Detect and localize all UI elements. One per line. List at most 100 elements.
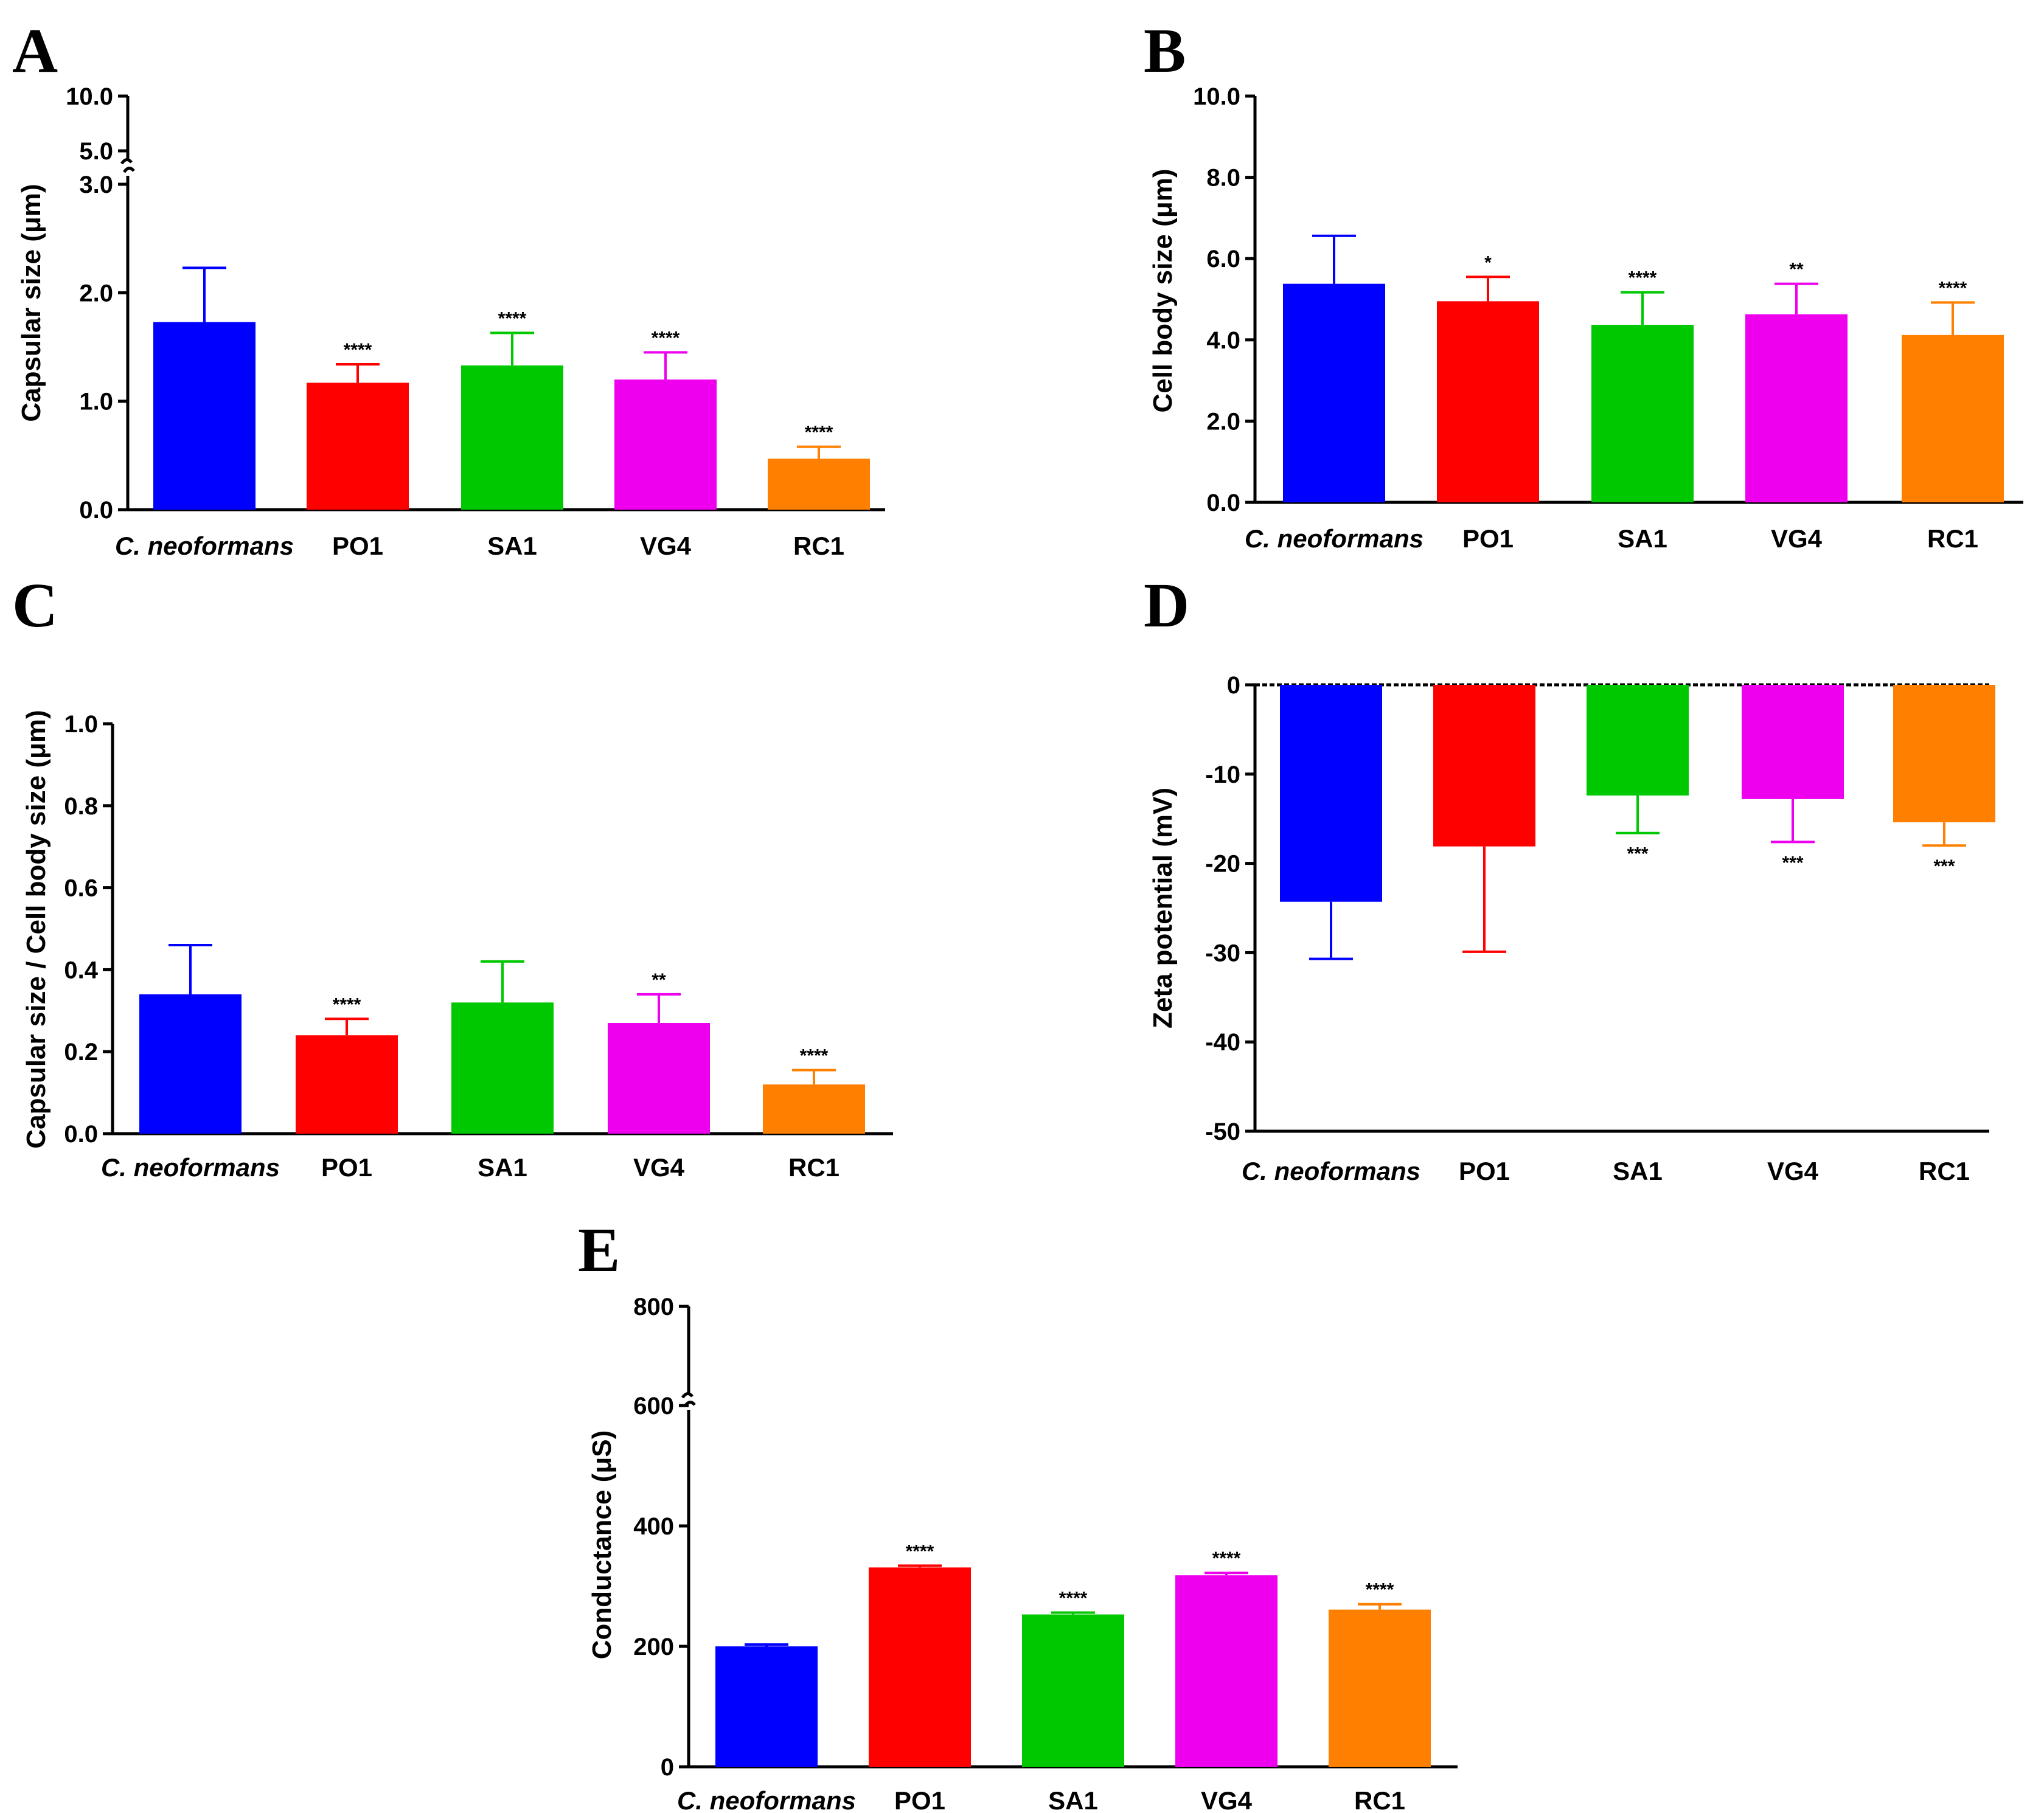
y-tick-label: 3.0 (79, 172, 113, 198)
y-tick-label: 0.0 (79, 497, 113, 524)
y-tick-label: 0.0 (64, 1121, 98, 1148)
y-tick-label: -50 (1205, 1118, 1240, 1145)
significance-label: **** (1366, 1580, 1394, 1600)
category-label: PO1 (1462, 524, 1514, 553)
bar-sa1 (1587, 685, 1689, 796)
bar-po1 (1437, 301, 1539, 502)
bar-po1 (307, 383, 409, 510)
significance-label: *** (1933, 856, 1955, 876)
bar-c-neoformans (715, 1646, 818, 1767)
bar-sa1 (1591, 325, 1694, 502)
significance-label: **** (344, 340, 372, 360)
bar-c-neoformans (1280, 685, 1382, 902)
category-label: PO1 (321, 1153, 372, 1182)
y-tick-label: 600 (633, 1393, 674, 1420)
category-label: SA1 (478, 1153, 527, 1182)
category-label: VG4 (1201, 1786, 1253, 1813)
significance-label: **** (1212, 1548, 1241, 1569)
category-label: PO1 (332, 532, 383, 560)
panel-letter: C (12, 570, 58, 640)
y-tick-label: -10 (1205, 761, 1240, 788)
bar-c-neoformans (139, 994, 242, 1134)
panel-a: A 0.0 1.0 2.0 3.0 5.0 10.0 Capsular size (μm) C.… (12, 16, 885, 560)
category-label: C. neoformans (1242, 1157, 1420, 1185)
y-tick-label: 0.0 (1206, 490, 1240, 516)
category-label: RC1 (1354, 1786, 1405, 1813)
category-label: PO1 (1459, 1157, 1510, 1185)
panel-letter: D (1144, 570, 1189, 640)
bar-rc1 (1329, 1609, 1431, 1767)
category-label: C. neoformans (677, 1786, 856, 1813)
category-label: SA1 (1618, 524, 1667, 553)
category-label: RC1 (1927, 524, 1978, 553)
panel-b: B 0.0 2.0 4.0 6.0 8.0 10.0 Cell body size (μm) C… (1144, 16, 2023, 553)
significance-label: **** (1059, 1589, 1088, 1609)
axis-break-mark (120, 158, 135, 173)
significance-label: **** (652, 328, 680, 348)
y-tick-label: 0.8 (64, 793, 98, 820)
category-label: VG4 (1767, 1157, 1819, 1185)
category-label: C. neoformans (101, 1153, 280, 1182)
significance-label: **** (1629, 268, 1657, 288)
significance-label: ** (1789, 260, 1804, 280)
y-tick-label: 5.0 (79, 138, 113, 165)
y-tick-label: 0.4 (64, 957, 98, 983)
y-tick-label: 10.0 (66, 83, 113, 110)
bar-vg4 (608, 1023, 710, 1134)
category-label: C. neoformans (115, 532, 294, 560)
panel-letter: A (12, 16, 58, 86)
y-tick-label: 10.0 (1193, 83, 1240, 110)
bar-vg4 (1745, 314, 1848, 502)
y-axis-title: Conductance (μS) (587, 1430, 617, 1660)
bar-po1 (1433, 685, 1535, 847)
bar-rc1 (763, 1084, 865, 1134)
category-label: VG4 (633, 1153, 685, 1182)
bar-sa1 (1022, 1614, 1124, 1767)
y-tick-label: 4.0 (1206, 327, 1240, 354)
significance-label: **** (333, 994, 361, 1014)
y-axis-title: Capsular size / Cell body size (μm) (21, 710, 51, 1148)
category-label: PO1 (894, 1786, 945, 1813)
category-label: RC1 (1919, 1157, 1970, 1185)
significance-label: **** (800, 1046, 829, 1066)
bar-rc1 (1902, 335, 2004, 502)
y-tick-label: 1.0 (64, 711, 98, 738)
y-tick-label: 800 (633, 1294, 674, 1320)
y-tick-label: 0.6 (64, 875, 98, 902)
bar-vg4 (1175, 1575, 1278, 1767)
y-tick-label: -30 (1205, 940, 1240, 966)
panel-c: C 0.0 0.2 0.4 0.6 0.8 1.0 Capsular size / Cell … (12, 570, 893, 1182)
bar-sa1 (451, 1002, 554, 1134)
panel-letter: B (1144, 16, 1186, 86)
category-label: RC1 (788, 1153, 839, 1182)
panel-e: E 0 200 400 600 800 Conductance (μS) C. neoform… (578, 1215, 1458, 1813)
category-label: SA1 (487, 532, 537, 560)
panel-letter: E (578, 1215, 620, 1285)
y-tick-label: 1.0 (79, 389, 113, 415)
category-label: SA1 (1048, 1786, 1098, 1813)
significance-label: **** (498, 308, 527, 328)
significance-label: * (1484, 252, 1492, 272)
y-axis-title: Capsular size (μm) (16, 184, 46, 421)
y-tick-label: 2.0 (79, 280, 113, 307)
significance-label: *** (1627, 844, 1648, 864)
category-label: RC1 (793, 532, 844, 560)
category-label: C. neoformans (1245, 524, 1423, 553)
bar-c-neoformans (1283, 283, 1385, 502)
bar-rc1 (1893, 685, 1995, 823)
y-tick-label: 6.0 (1206, 246, 1240, 272)
bar-vg4 (1742, 685, 1844, 799)
bar-vg4 (614, 380, 717, 510)
category-label: VG4 (1771, 524, 1823, 553)
y-tick-label: 200 (633, 1634, 674, 1660)
bar-po1 (296, 1035, 398, 1134)
bar-sa1 (461, 365, 563, 510)
significance-label: ** (652, 970, 666, 990)
category-label: SA1 (1613, 1157, 1663, 1185)
y-tick-label: 0 (1227, 672, 1240, 699)
y-tick-label: 8.0 (1206, 165, 1240, 192)
significance-label: *** (1782, 853, 1803, 873)
y-tick-label: 400 (633, 1513, 674, 1540)
y-tick-label: 0.2 (64, 1039, 98, 1066)
